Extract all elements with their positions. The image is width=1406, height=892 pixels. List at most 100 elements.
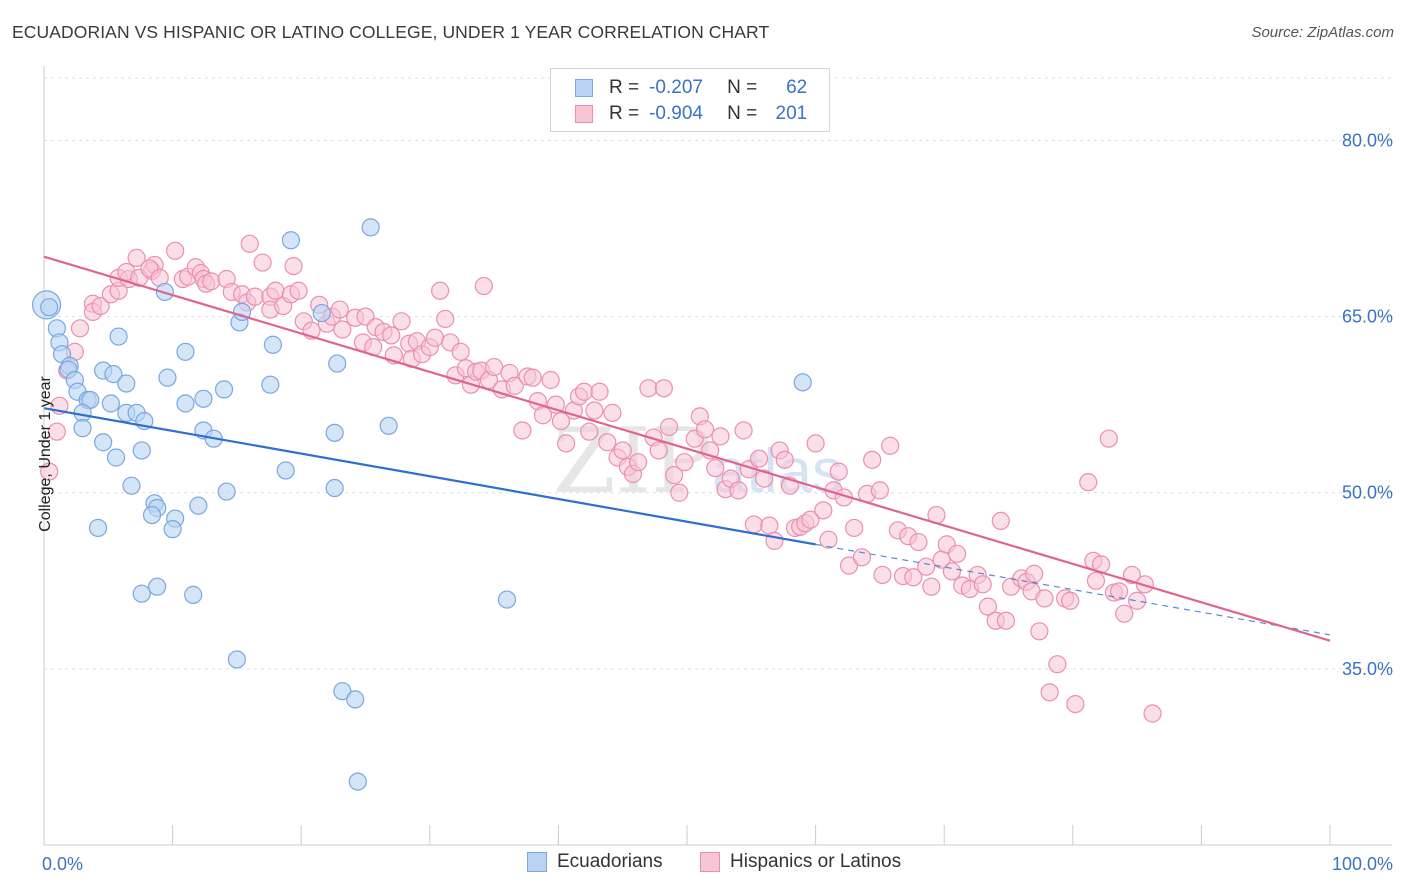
ecuadorian-point [142,505,162,525]
legend-row-hispanics: R = -0.904 N = 201 [575,102,807,126]
legend-item-hispanics: Hispanics or Latinos [700,851,901,873]
hispanic-point [991,511,1010,531]
ecuadorian-point [497,590,517,609]
hispanic-point [839,556,859,575]
hispanic-point [654,379,673,398]
ecuadorian-point [325,423,344,442]
series-legend: Ecuadorians Hispanics or Latinos [0,851,1406,877]
hispanic-point [557,434,576,453]
ecuadorian-trend-extension [815,543,1331,636]
hispanic-point [1066,694,1085,714]
hispanic-point [1086,571,1106,590]
hispanic-point [801,510,820,529]
hispanic-point [665,466,684,485]
hispanic-point [245,287,265,306]
hispanic-point [541,370,560,390]
hispanic-points [40,234,1162,723]
hispanic-point [613,441,632,460]
hispanic-point [1048,655,1067,674]
hispanic-point [330,300,349,319]
ecuadorian-point [132,584,151,603]
hispanic-point [551,411,571,431]
hispanic-point [863,450,882,469]
ecuadorian-point [379,416,398,435]
hispanic-point [978,597,998,616]
hispanic-point [580,422,599,441]
hispanic-point [917,557,936,576]
y-tick-label: 35.0% [1342,659,1393,679]
correlation-legend: R = -0.207 N = 62 R = -0.904 N = 201 [550,68,830,132]
ecuadorian-point [227,650,246,669]
hispanic-point [451,342,470,361]
hispanic-point [430,281,450,300]
ecuadorian-points [31,218,812,791]
hispanic-point [852,548,871,567]
hispanic-point [1035,589,1054,608]
hispanic-point [1109,582,1129,601]
hispanic-point [1030,622,1049,641]
ecuadorian-trend-line [43,407,816,546]
tick-labels: 35.0% 50.0% 65.0% 80.0% 0.0% 100.0% [42,130,1393,874]
ecuadorian-point [101,394,120,413]
hispanic-point [755,469,774,488]
hispanic-point [711,427,730,446]
hispanic-point [333,320,352,339]
legend-swatch-pink [575,105,593,123]
hispanic-point [996,611,1016,630]
ecuadorian-point [148,577,167,596]
x-tick-label: 100.0% [1332,854,1393,874]
ecuadorian-point [214,380,234,399]
legend-row-ecuadorians: R = -0.207 N = 62 [575,76,807,100]
hispanic-point [904,568,923,587]
ecuadorian-point [217,482,236,501]
trend-lines [43,255,1331,642]
r-label: R = [609,103,640,124]
hispanic-point [942,562,962,581]
ecuadorian-point [325,478,344,498]
ecuadorian-point [88,518,108,538]
hispanic-point [829,462,848,481]
hispanic-point [629,453,648,472]
hispanic-point [436,309,455,329]
hispanic-point [806,434,825,453]
legend-item-ecuadorians: Ecuadorians [527,851,663,873]
hispanic-point [590,382,609,401]
hispanic-point [253,253,272,272]
ecuadorian-point [263,335,283,354]
hispanic-point [202,272,221,291]
ecuadorian-point [281,231,301,250]
hispanic-point [505,376,524,395]
ecuadorian-point [361,218,380,237]
hispanic-point [523,368,542,387]
legend-swatch-blue [527,852,547,872]
ecuadorian-point [176,342,195,361]
ecuadorian-point [122,476,141,495]
hispanic-point [922,577,941,596]
y-tick-label: 65.0% [1342,307,1393,327]
hispanic-point [659,417,679,437]
hispanic-point [289,281,308,300]
hispanic-point [1061,591,1080,610]
ecuadorian-point [163,520,182,539]
legend-label-ecuadorians: Ecuadorians [557,851,663,872]
hispanic-point [695,420,715,439]
hispanic-point [603,403,622,422]
hispanic-point [775,450,794,469]
legend-label-hispanics: Hispanics or Latinos [730,851,902,872]
ecuadorian-point [194,389,213,408]
hispanic-point [744,515,763,534]
gridlines [44,77,1392,670]
hispanic-point [881,436,900,455]
r-label: R = [609,77,640,98]
chart-title: ECUADORIAN VS HISPANIC OR LATINO COLLEGE… [12,22,770,42]
hispanic-point [240,234,259,253]
ecuadorian-point [104,365,123,384]
hispanic-point [284,256,303,276]
ecuadorian-point [793,373,812,392]
n-label: N = [727,77,758,98]
hispanic-point [47,422,66,441]
hispanic-point [474,276,493,296]
ecuadorian-point [176,394,195,413]
ecuadorian-point [348,772,367,791]
ecuadorian-point [328,354,347,373]
